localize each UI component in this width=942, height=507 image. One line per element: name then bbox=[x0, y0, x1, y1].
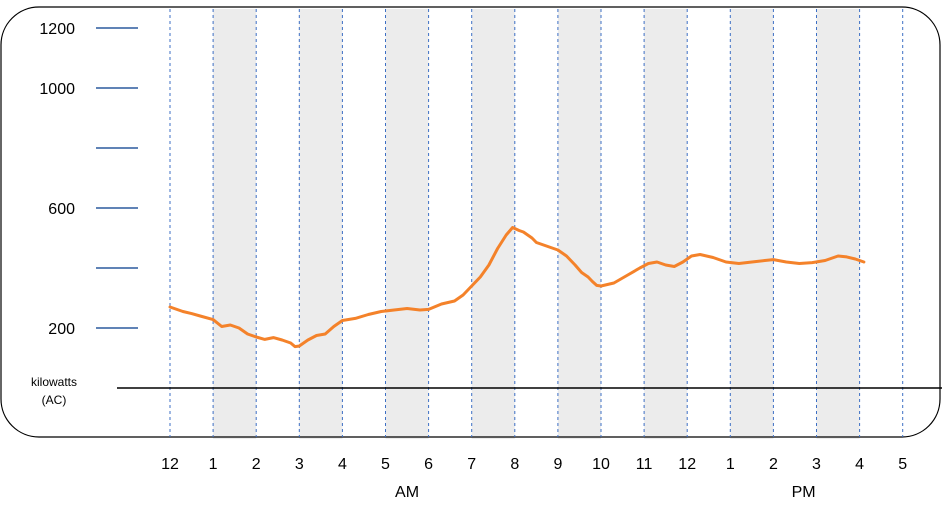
x-tick-label: 3 bbox=[812, 456, 821, 473]
period-labels: AM PM bbox=[395, 484, 816, 501]
y-ticks bbox=[96, 27, 138, 329]
x-tick-label: 12 bbox=[161, 456, 179, 473]
x-tick-label: 3 bbox=[295, 456, 304, 473]
y-tick-label: 200 bbox=[48, 321, 75, 338]
y-tick-label: 600 bbox=[48, 201, 75, 218]
x-tick-label: 1 bbox=[726, 456, 735, 473]
vertical-gridlines bbox=[169, 9, 904, 437]
shaded-band bbox=[644, 9, 688, 439]
shaded-band bbox=[557, 9, 601, 439]
period-label: PM bbox=[792, 484, 816, 501]
x-tick-label: 4 bbox=[338, 456, 347, 473]
x-tick-label: 2 bbox=[252, 456, 261, 473]
y-unit-line-2: (AC) bbox=[42, 393, 67, 407]
x-tick-label: 12 bbox=[678, 456, 696, 473]
x-tick-label: 10 bbox=[592, 456, 610, 473]
shaded-band bbox=[213, 9, 257, 439]
shaded-band bbox=[816, 9, 860, 439]
x-tick-labels: 12 1 2 3 4 5 6 7 8 9 10 11 12 1 2 3 4 5 bbox=[161, 456, 907, 473]
chart-frame bbox=[0, 6, 941, 438]
period-label: AM bbox=[395, 484, 419, 501]
shaded-band bbox=[730, 9, 774, 439]
x-tick-label: 1 bbox=[209, 456, 218, 473]
shaded-band bbox=[385, 9, 429, 439]
y-tick-label: 1200 bbox=[39, 21, 75, 38]
x-tick-label: 2 bbox=[769, 456, 778, 473]
x-tick-label: 9 bbox=[553, 456, 562, 473]
x-tick-label: 8 bbox=[510, 456, 519, 473]
y-tick-label: 1000 bbox=[39, 81, 75, 98]
y-tick-labels: 200 600 1000 1200 bbox=[39, 21, 75, 338]
x-tick-label: 5 bbox=[898, 456, 907, 473]
x-tick-label: 4 bbox=[855, 456, 864, 473]
x-tick-label: 11 bbox=[636, 456, 653, 473]
shaded-band bbox=[299, 9, 343, 439]
y-unit-line-1: kilowatts bbox=[31, 375, 77, 389]
shaded-band bbox=[471, 9, 515, 439]
shaded-bands bbox=[213, 9, 860, 439]
x-tick-label: 6 bbox=[424, 456, 433, 473]
x-tick-label: 5 bbox=[381, 456, 390, 473]
series-line bbox=[168, 226, 866, 349]
x-tick-label: 7 bbox=[467, 456, 476, 473]
